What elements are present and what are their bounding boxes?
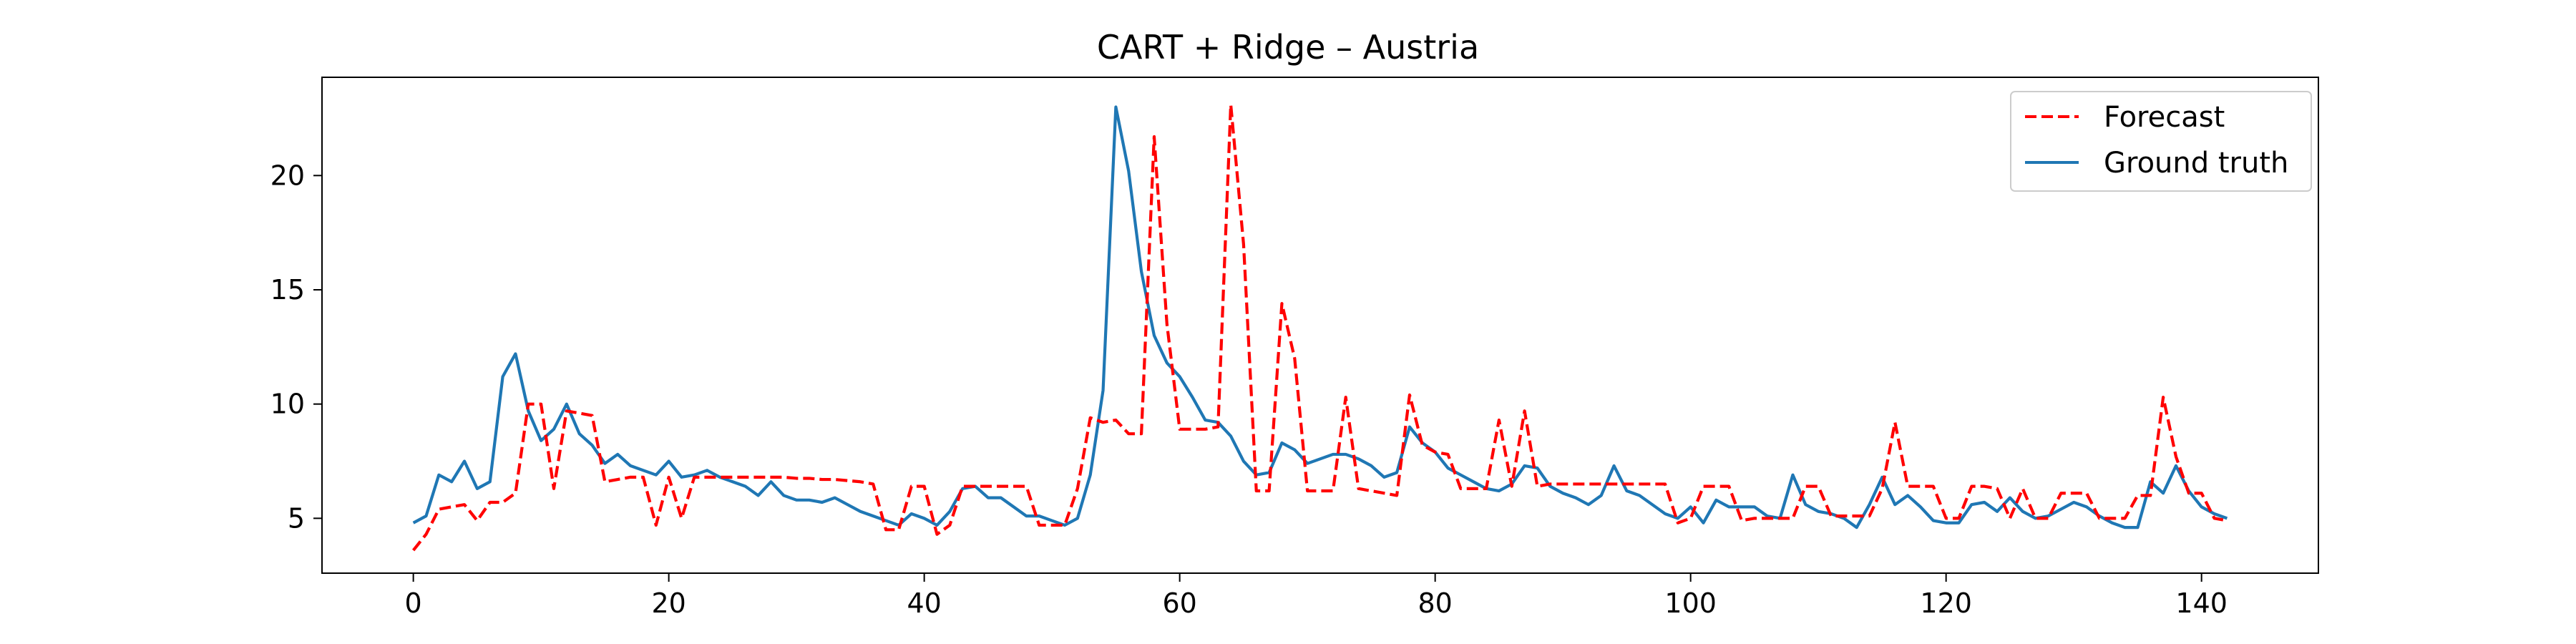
series-line-ground-truth <box>412 105 2228 530</box>
x-tick-label: 0 <box>405 587 422 619</box>
x-tick-label: 60 <box>1162 587 1196 619</box>
series-line-forecast <box>411 103 2228 552</box>
legend-label-ground-truth: Ground truth <box>2104 147 2288 180</box>
ticks-layer: 0 20 40 60 80 100 120 140 5 10 15 20 <box>270 160 2228 619</box>
legend-label-forecast: Forecast <box>2104 101 2225 134</box>
x-tick-label: 20 <box>651 587 686 619</box>
y-tick-label: 20 <box>270 160 305 191</box>
x-tick-label: 100 <box>1664 587 1717 619</box>
x-tick-label: 140 <box>2175 587 2228 619</box>
x-tick-label: 120 <box>1920 587 1972 619</box>
chart-title: CART + Ridge – Austria <box>1097 28 1479 67</box>
legend-box <box>2010 91 2312 192</box>
y-tick-label: 5 <box>288 502 305 534</box>
plot-frame <box>321 77 2319 574</box>
legend: Forecast Ground truth <box>2010 91 2312 192</box>
series-layer <box>411 103 2228 552</box>
y-tick-label: 15 <box>270 274 305 306</box>
x-tick-label: 80 <box>1418 587 1452 619</box>
x-tick-label: 40 <box>907 587 941 619</box>
y-tick-label: 10 <box>270 389 305 420</box>
